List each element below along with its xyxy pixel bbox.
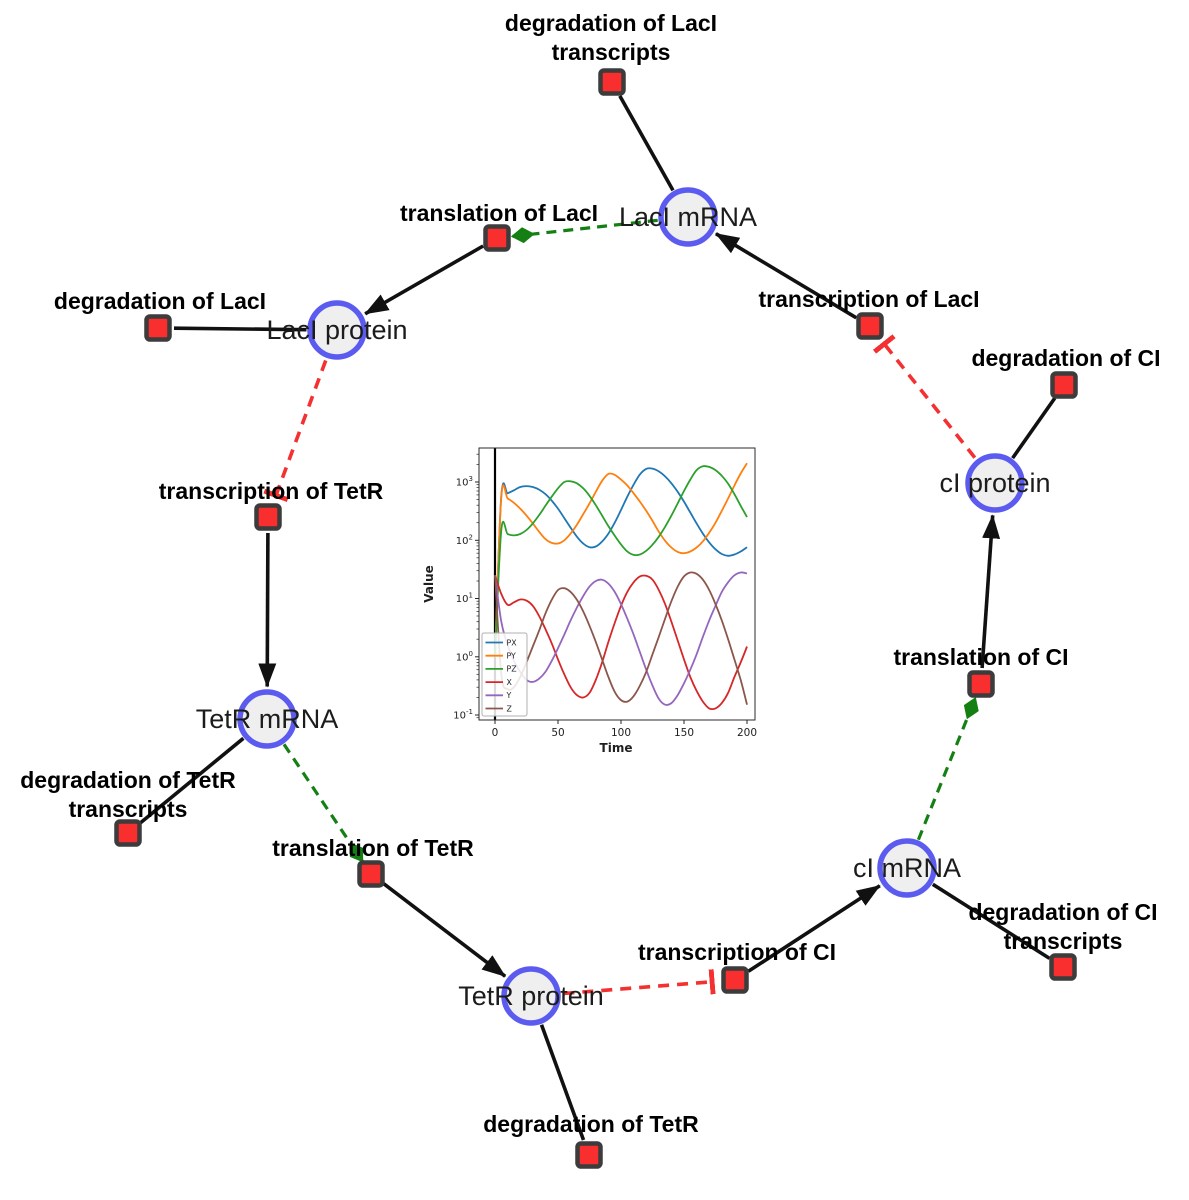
edge-inhibition-laci_protein-to-transcription_tetr: [263, 359, 328, 503]
chart-line-Y: [494, 571, 748, 706]
reaction-node-deg_tetr[interactable]: [575, 1141, 603, 1169]
edge-modifier-tetr_mrna-to-translation_tetr: [282, 743, 364, 863]
legend-label-Y: Y: [506, 691, 512, 700]
reaction-node-transcription_tetr[interactable]: [254, 503, 282, 531]
x-tick-label: 100: [611, 727, 631, 739]
species-node-ci_mrna[interactable]: [877, 838, 937, 898]
species-label-tetr_mrna: TetR mRNA: [196, 704, 339, 734]
reaction-label-translation_ci: translation of CI: [893, 644, 1068, 670]
y-tick-label: 101: [456, 592, 473, 606]
chart-line-PY: [494, 462, 748, 657]
y-tick-label: 102: [456, 533, 473, 547]
reaction-node-translation_laci[interactable]: [483, 224, 511, 252]
species-label-laci_protein: LacI protein: [266, 315, 407, 345]
x-tick-label: 150: [674, 727, 694, 739]
x-tick-label: 50: [551, 727, 564, 739]
reaction-node-transcription_ci[interactable]: [721, 966, 749, 994]
legend-frame: [481, 632, 528, 717]
reaction-label-transcription_laci: transcription of LacI: [758, 286, 979, 312]
chart-plot-frame: [478, 447, 756, 721]
edge-consumption-tetr_protein-to-deg_tetr: [539, 1024, 586, 1141]
labels-layer: LacI mRNA LacI protein cI protein TetR mRNA…: [20, 10, 1160, 1137]
species-label-laci_mrna: LacI mRNA: [619, 202, 757, 232]
y-axis-label: Value: [422, 565, 436, 603]
reaction-node-deg_laci[interactable]: [144, 314, 172, 342]
reaction-label-translation_tetr: translation of TetR: [272, 835, 474, 861]
legend-label-PX: PX: [507, 638, 518, 647]
reaction-node-deg_tetr_tx[interactable]: [114, 819, 142, 847]
reaction-label-transcription_tetr: transcription of TetR: [159, 478, 384, 504]
edge-modifier-laci_mrna-to-translation_laci: [510, 218, 658, 244]
chart-line-Z: [494, 571, 748, 705]
reaction-node-translation_ci[interactable]: [967, 670, 995, 698]
reaction-node-deg_ci[interactable]: [1050, 371, 1078, 399]
x-axis-label: Time: [600, 741, 633, 755]
legend-label-Z: Z: [507, 704, 512, 713]
chart-line-PX: [494, 467, 748, 657]
reaction-label-deg_ci_tx: degradation of CI transcripts: [968, 899, 1157, 954]
edge-production-transcription_tetr-to-tetr_mrna: [258, 532, 277, 688]
reaction-label-deg_tetr: degradation of TetR: [483, 1111, 699, 1137]
edge-consumption-tetr_mrna-to-deg_tetr_tx: [139, 736, 245, 825]
edge-production-translation_tetr-to-tetr_protein: [382, 882, 507, 978]
reaction-node-deg_ci_tx[interactable]: [1049, 953, 1077, 981]
edge-consumption-ci_mrna-to-deg_ci_tx: [931, 882, 1051, 960]
chart-line-PZ: [494, 465, 748, 657]
species-label-tetr_protein: TetR protein: [458, 981, 604, 1011]
reaction-node-translation_tetr[interactable]: [357, 860, 385, 888]
legend-label-X: X: [507, 678, 513, 687]
y-tick-label: 100: [456, 650, 473, 664]
edge-production-translation_ci-to-ci_protein: [980, 514, 1001, 669]
y-tick-label: 103: [456, 475, 473, 489]
nodes-layer: [114, 68, 1078, 1169]
reaction-label-deg_tetr_tx: degradation of TetR transcripts: [20, 767, 236, 822]
species-node-ci_protein[interactable]: [965, 453, 1025, 513]
reaction-label-translation_laci: translation of LacI: [400, 200, 598, 226]
reaction-label-deg_laci_tx: degradation of LacI transcripts: [505, 10, 717, 65]
edge-consumption-laci_protein-to-deg_laci: [173, 326, 307, 332]
edge-production-translation_laci-to-laci_protein: [364, 244, 484, 316]
chart-legend: PX PY PZ XYZ: [481, 632, 528, 717]
species-node-laci_mrna[interactable]: [658, 187, 718, 247]
reaction-node-deg_laci_tx[interactable]: [598, 68, 626, 96]
species-node-laci_protein[interactable]: [307, 300, 367, 360]
species-label-ci_protein: cI protein: [939, 468, 1050, 498]
x-tick-label: 0: [492, 727, 499, 739]
edge-production-transcription_ci-to-ci_mrna: [747, 884, 881, 973]
reaction-node-transcription_laci[interactable]: [856, 312, 884, 340]
edges-layer: [139, 95, 1057, 1141]
edge-inhibition-tetr_protein-to-transcription_ci: [563, 969, 716, 996]
species-node-tetr_mrna[interactable]: [237, 689, 297, 749]
edge-consumption-laci_mrna-to-deg_laci_tx: [618, 95, 675, 192]
reaction-label-deg_ci: degradation of CI: [971, 345, 1160, 371]
edge-modifier-ci_mrna-to-translation_ci: [916, 696, 979, 841]
reaction-label-transcription_ci: transcription of CI: [638, 939, 836, 965]
edge-consumption-ci_protein-to-deg_ci: [1011, 397, 1057, 460]
edge-production-transcription_laci-to-laci_mrna: [714, 232, 858, 320]
legend-label-PY: PY: [507, 652, 517, 661]
legend-label-PZ: PZ: [507, 665, 517, 674]
species-node-tetr_protein[interactable]: [501, 966, 561, 1026]
x-tick-label: 200: [737, 727, 757, 739]
reaction-label-deg_laci: degradation of LacI: [54, 288, 266, 314]
edge-inhibition-ci_protein-to-transcription_laci: [872, 334, 977, 459]
species-label-ci_mrna: cI mRNA: [853, 853, 961, 883]
y-tick-label: 10-1: [453, 708, 473, 722]
